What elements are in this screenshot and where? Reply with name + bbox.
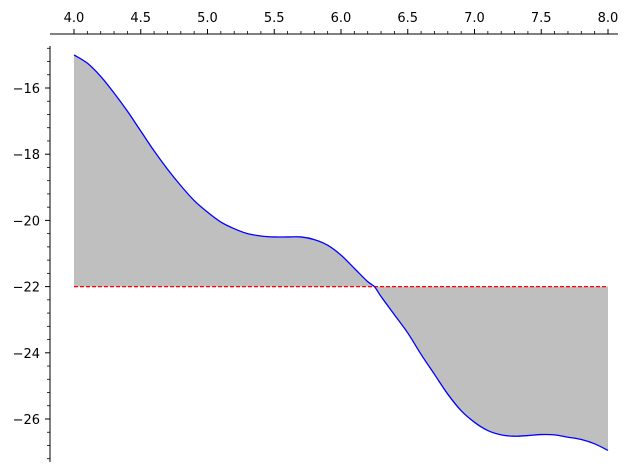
x-tick-label: 8.0 (598, 11, 619, 26)
y-tick-label: −26 (13, 413, 40, 428)
x-tick-label: 5.0 (197, 11, 218, 26)
x-tick-label: 4.0 (64, 11, 85, 26)
curve-line (73, 54, 609, 452)
x-tick-label: 6.0 (331, 11, 352, 26)
y-tick-label: −22 (13, 281, 40, 296)
y-tick-label: −20 (13, 214, 40, 229)
y-tick-label: −24 (13, 347, 40, 362)
y-tick-label: −18 (13, 148, 40, 163)
fill-region (74, 54, 608, 451)
curve-layer (73, 54, 609, 452)
x-tick-label: 7.5 (531, 11, 552, 26)
x-tick-label: 6.5 (397, 11, 418, 26)
x-tick-label: 4.5 (130, 11, 151, 26)
y-tick-label: −16 (13, 82, 40, 97)
x-tick-label: 7.0 (464, 11, 485, 26)
fill-area (74, 54, 608, 451)
x-tick-label: 5.5 (264, 11, 285, 26)
axes: 4.0 4.5 5.0 5.5 6.0 6.5 7.0 7.5 8.0 −16 −18 −20 −22 −… (13, 11, 619, 462)
